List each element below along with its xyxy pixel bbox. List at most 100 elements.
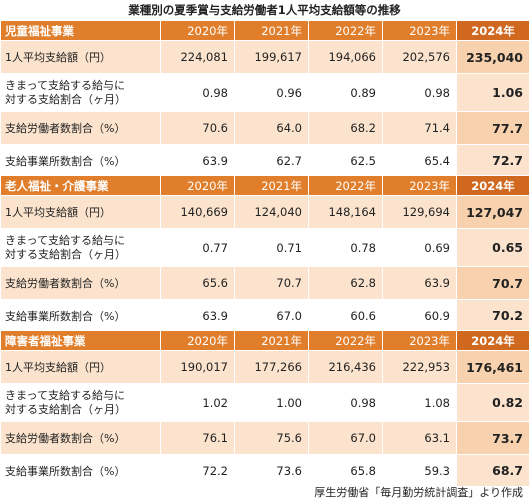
table-row-offices: 支給事業所数割合（%） 63.9 67.0 60.6 60.9 70.2 bbox=[0, 299, 529, 332]
page-title: 業種別の夏季賞与支給労働者1人平均支給額等の推移 bbox=[128, 3, 401, 17]
value-cell: 202,576 bbox=[382, 40, 457, 74]
section-table-disability-welfare: 障害者福祉事業 2020年 2021年 2022年 2023年 2024年 1人平均支給額（… bbox=[0, 330, 529, 487]
row-label: 1人平均支給額（円） bbox=[0, 350, 161, 384]
row-label: 1人平均支給額（円） bbox=[0, 40, 161, 74]
year-header: 2022年 bbox=[308, 20, 383, 41]
year-header: 2020年 bbox=[160, 175, 235, 196]
value-cell: 0.65 bbox=[456, 228, 529, 267]
value-cell: 72.7 bbox=[456, 144, 529, 177]
table-row-offices: 支給事業所数割合（%） 72.2 73.6 65.8 59.3 68.7 bbox=[0, 454, 529, 487]
source-note: 厚生労働省「毎月勤労統計調査」より作成 bbox=[314, 486, 523, 499]
value-cell: 70.6 bbox=[160, 111, 235, 145]
row-label-line: きまって支給する給与に bbox=[5, 78, 126, 92]
value-cell: 65.6 bbox=[160, 266, 235, 300]
value-cell: 129,694 bbox=[382, 195, 457, 229]
year-header: 2020年 bbox=[160, 330, 235, 351]
value-cell: 65.4 bbox=[382, 144, 457, 177]
value-cell: 194,066 bbox=[308, 40, 383, 74]
value-cell: 190,017 bbox=[160, 350, 235, 384]
row-label: 支給事業所数割合（%） bbox=[0, 454, 161, 487]
value-cell: 127,047 bbox=[456, 195, 529, 229]
year-header: 2024年 bbox=[456, 330, 529, 351]
value-cell: 67.0 bbox=[308, 421, 383, 455]
year-header: 2021年 bbox=[234, 330, 309, 351]
row-label: 支給事業所数割合（%） bbox=[0, 299, 161, 332]
value-cell: 63.9 bbox=[160, 299, 235, 332]
section-header-row: 老人福祉・介護事業 2020年 2021年 2022年 2023年 2024年 bbox=[0, 175, 529, 196]
value-cell: 73.6 bbox=[234, 454, 309, 487]
row-label: 1人平均支給額（円） bbox=[0, 195, 161, 229]
value-cell: 0.98 bbox=[382, 73, 457, 112]
value-cell: 68.7 bbox=[456, 454, 529, 487]
row-label: 支給事業所数割合（%） bbox=[0, 144, 161, 177]
value-cell: 124,040 bbox=[234, 195, 309, 229]
value-cell: 60.6 bbox=[308, 299, 383, 332]
row-label: 支給労働者数割合（%） bbox=[0, 421, 161, 455]
value-cell: 0.89 bbox=[308, 73, 383, 112]
row-label: きまって支給する給与に 対する支給割合（ヶ月） bbox=[0, 228, 161, 267]
section-header-row: 児童福祉事業 2020年 2021年 2022年 2023年 2024年 bbox=[0, 20, 529, 41]
value-cell: 62.7 bbox=[234, 144, 309, 177]
section-table-child-welfare: 児童福祉事業 2020年 2021年 2022年 2023年 2024年 1人平均支給額（円… bbox=[0, 20, 529, 177]
year-header: 2023年 bbox=[382, 20, 457, 41]
value-cell: 0.71 bbox=[234, 228, 309, 267]
row-label: 支給労働者数割合（%） bbox=[0, 111, 161, 145]
table-row-avg: 1人平均支給額（円） 190,017 177,266 216,436 222,953 17… bbox=[0, 350, 529, 384]
value-cell: 77.7 bbox=[456, 111, 529, 145]
value-cell: 222,953 bbox=[382, 350, 457, 384]
value-cell: 224,081 bbox=[160, 40, 235, 74]
value-cell: 76.1 bbox=[160, 421, 235, 455]
year-header: 2022年 bbox=[308, 175, 383, 196]
year-header: 2020年 bbox=[160, 20, 235, 41]
value-cell: 72.2 bbox=[160, 454, 235, 487]
value-cell: 64.0 bbox=[234, 111, 309, 145]
value-cell: 140,669 bbox=[160, 195, 235, 229]
table-row-avg: 1人平均支給額（円） 224,081 199,617 194,066 202,576 23… bbox=[0, 40, 529, 74]
value-cell: 75.6 bbox=[234, 421, 309, 455]
row-label-line: 対する支給割合（ヶ月） bbox=[5, 247, 126, 261]
year-header: 2024年 bbox=[456, 175, 529, 196]
table-row-ratio: きまって支給する給与に 対する支給割合（ヶ月） 0.77 0.71 0.78 0.69 0.… bbox=[0, 228, 529, 267]
value-cell: 70.2 bbox=[456, 299, 529, 332]
value-cell: 68.2 bbox=[308, 111, 383, 145]
value-cell: 65.8 bbox=[308, 454, 383, 487]
section-table-elderly-care: 老人福祉・介護事業 2020年 2021年 2022年 2023年 2024年 1人平均支給… bbox=[0, 175, 529, 332]
year-header: 2021年 bbox=[234, 20, 309, 41]
row-label-line: 対する支給割合（ヶ月） bbox=[5, 92, 126, 106]
table-row-workers: 支給労働者数割合（%） 65.6 70.7 62.8 63.9 70.7 bbox=[0, 266, 529, 300]
year-header: 2023年 bbox=[382, 175, 457, 196]
value-cell: 71.4 bbox=[382, 111, 457, 145]
value-cell: 1.00 bbox=[234, 383, 309, 422]
year-header: 2023年 bbox=[382, 330, 457, 351]
section-name: 老人福祉・介護事業 bbox=[0, 175, 161, 196]
value-cell: 62.8 bbox=[308, 266, 383, 300]
value-cell: 177,266 bbox=[234, 350, 309, 384]
section-name: 児童福祉事業 bbox=[0, 20, 161, 41]
value-cell: 235,040 bbox=[456, 40, 529, 74]
table-row-workers: 支給労働者数割合（%） 70.6 64.0 68.2 71.4 77.7 bbox=[0, 111, 529, 145]
value-cell: 1.02 bbox=[160, 383, 235, 422]
year-header: 2021年 bbox=[234, 175, 309, 196]
value-cell: 176,461 bbox=[456, 350, 529, 384]
value-cell: 1.06 bbox=[456, 73, 529, 112]
value-cell: 62.5 bbox=[308, 144, 383, 177]
value-cell: 73.7 bbox=[456, 421, 529, 455]
year-header: 2022年 bbox=[308, 330, 383, 351]
row-label-line: きまって支給する給与に bbox=[5, 233, 126, 247]
table-row-avg: 1人平均支給額（円） 140,669 124,040 148,164 129,694 12… bbox=[0, 195, 529, 229]
year-header: 2024年 bbox=[456, 20, 529, 41]
value-cell: 63.9 bbox=[160, 144, 235, 177]
value-cell: 199,617 bbox=[234, 40, 309, 74]
value-cell: 70.7 bbox=[234, 266, 309, 300]
value-cell: 0.78 bbox=[308, 228, 383, 267]
value-cell: 216,436 bbox=[308, 350, 383, 384]
value-cell: 0.96 bbox=[234, 73, 309, 112]
value-cell: 0.98 bbox=[160, 73, 235, 112]
table-row-ratio: きまって支給する給与に 対する支給割合（ヶ月） 1.02 1.00 0.98 1.08 0.… bbox=[0, 383, 529, 422]
row-label-line: きまって支給する給与に bbox=[5, 388, 126, 402]
value-cell: 63.1 bbox=[382, 421, 457, 455]
value-cell: 0.69 bbox=[382, 228, 457, 267]
section-name: 障害者福祉事業 bbox=[0, 330, 161, 351]
value-cell: 60.9 bbox=[382, 299, 457, 332]
section-header-row: 障害者福祉事業 2020年 2021年 2022年 2023年 2024年 bbox=[0, 330, 529, 351]
